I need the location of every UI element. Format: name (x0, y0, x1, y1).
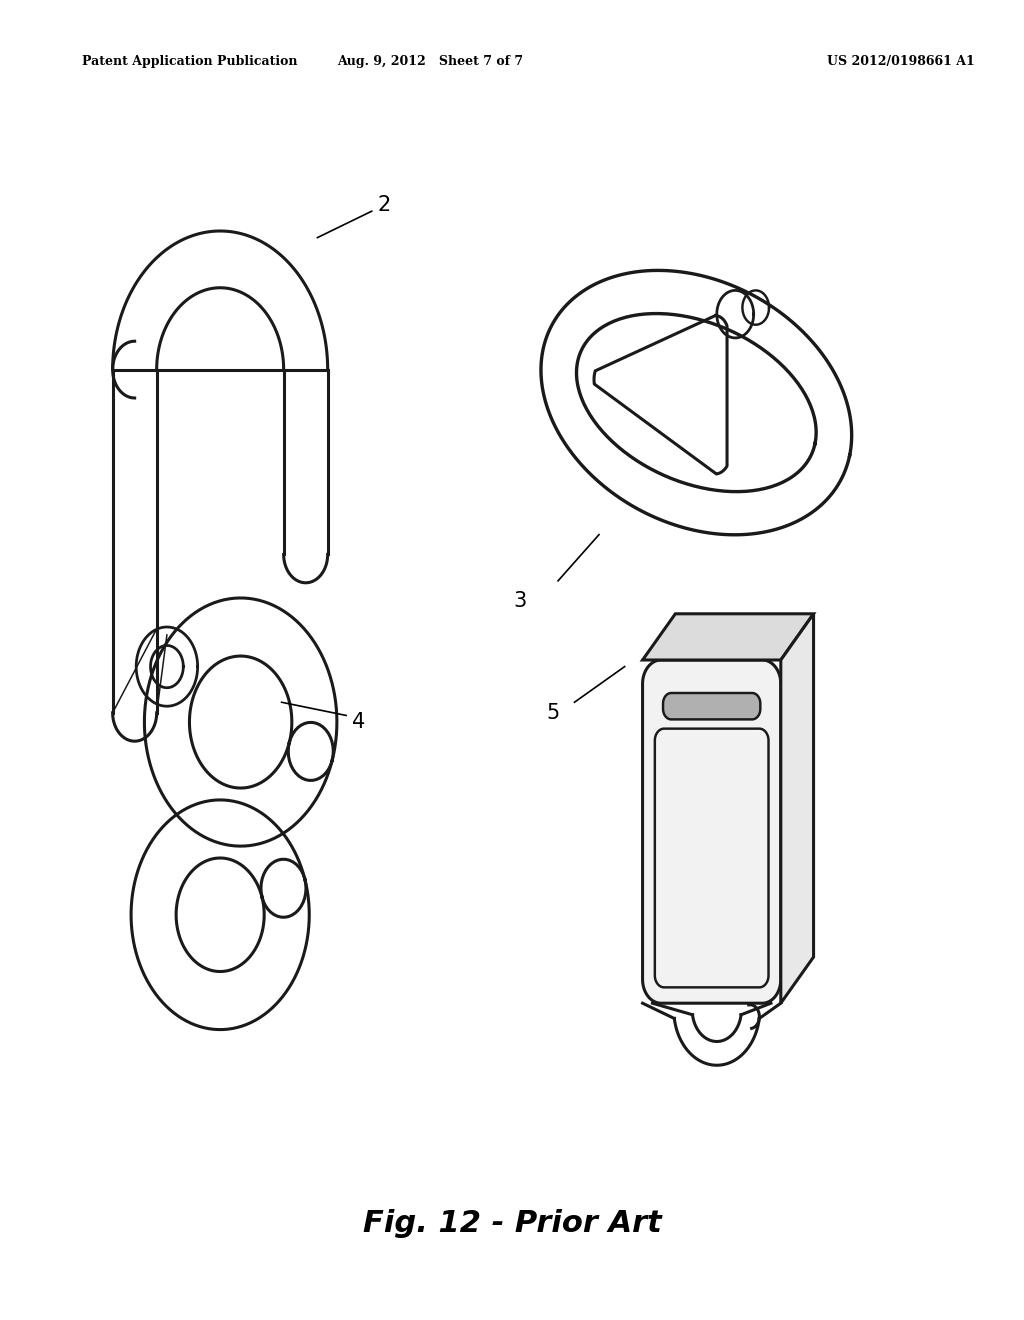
Polygon shape (643, 660, 780, 1003)
Polygon shape (780, 614, 813, 1003)
Text: 4: 4 (352, 711, 365, 733)
Text: Aug. 9, 2012   Sheet 7 of 7: Aug. 9, 2012 Sheet 7 of 7 (337, 55, 523, 69)
Text: 5: 5 (547, 702, 559, 723)
Text: Fig. 12 - Prior Art: Fig. 12 - Prior Art (362, 1209, 662, 1238)
Text: US 2012/0198661 A1: US 2012/0198661 A1 (827, 55, 975, 69)
Polygon shape (643, 614, 813, 660)
Text: Patent Application Publication: Patent Application Publication (82, 55, 297, 69)
Text: 3: 3 (514, 590, 526, 611)
Text: 2: 2 (378, 194, 390, 215)
Polygon shape (664, 693, 760, 719)
